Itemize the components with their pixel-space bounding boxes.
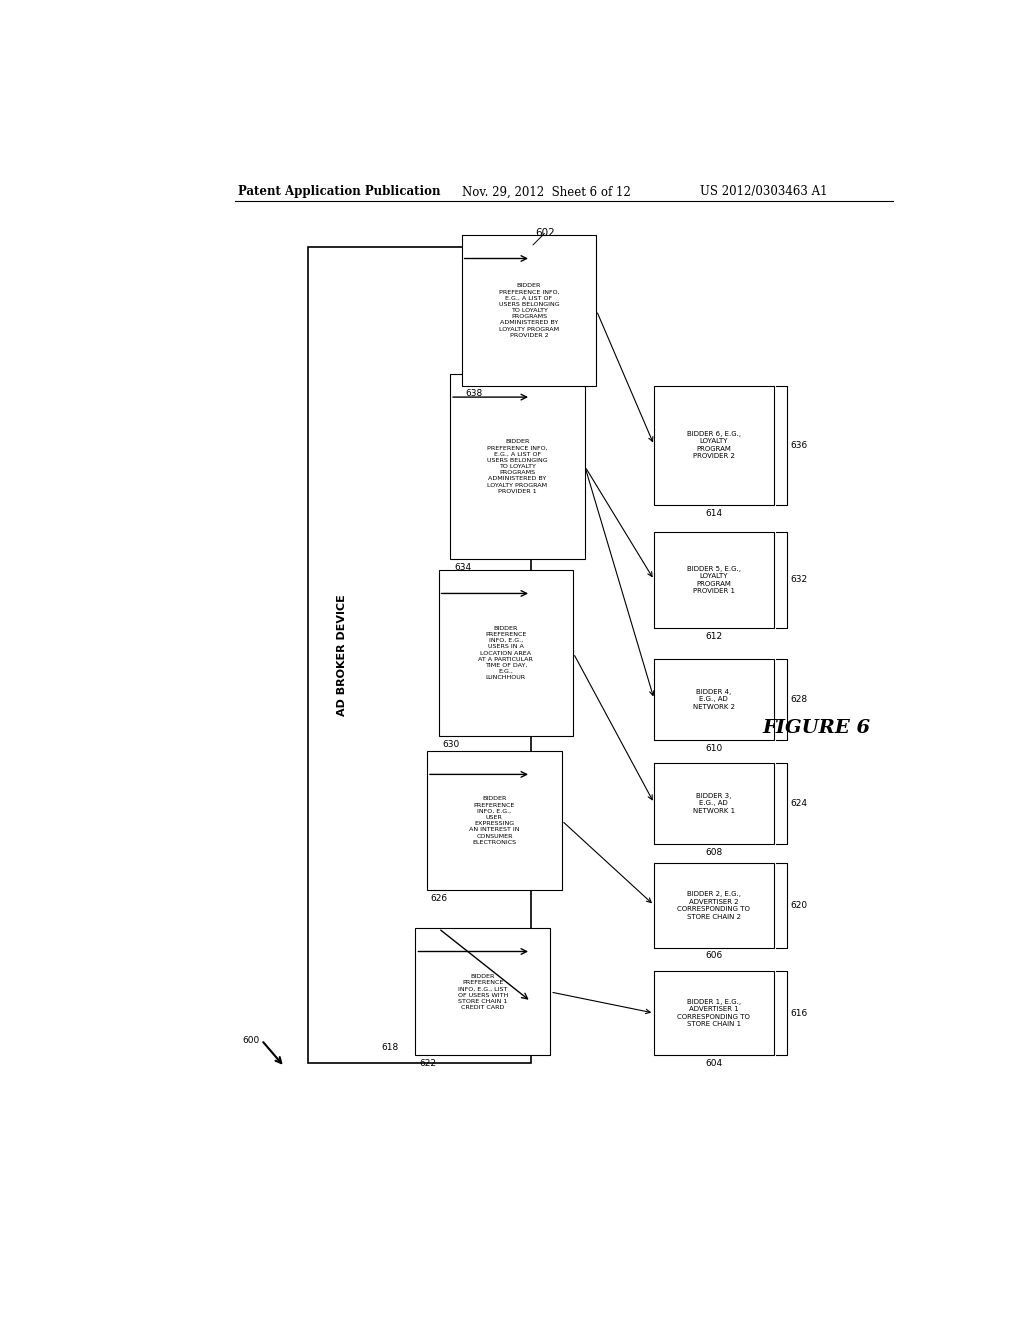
Bar — [654, 863, 773, 948]
Text: 632: 632 — [791, 576, 808, 585]
Text: 620: 620 — [791, 900, 808, 909]
Text: 636: 636 — [791, 441, 808, 450]
Text: 638: 638 — [466, 389, 482, 399]
Bar — [438, 570, 573, 737]
Bar — [462, 235, 596, 385]
Text: 628: 628 — [791, 694, 808, 704]
Text: 622: 622 — [419, 1059, 436, 1068]
Bar — [307, 247, 531, 1063]
Text: AD BROKER DEVICE: AD BROKER DEVICE — [337, 594, 347, 715]
Text: 630: 630 — [442, 739, 460, 748]
Text: Patent Application Publication: Patent Application Publication — [239, 185, 441, 198]
Bar — [654, 385, 773, 506]
Text: 634: 634 — [454, 562, 471, 572]
Text: BIDDER
PREFERENCE INFO,
E.G., A LIST OF
USERS BELONGING
TO LOYALTY
PROGRAMS
ADMI: BIDDER PREFERENCE INFO, E.G., A LIST OF … — [499, 284, 559, 338]
Text: BIDDER 5, E.G.,
LOYALTY
PROGRAM
PROVIDER 1: BIDDER 5, E.G., LOYALTY PROGRAM PROVIDER… — [687, 566, 740, 594]
Text: 618: 618 — [381, 1043, 398, 1052]
Bar — [654, 659, 773, 739]
Text: 624: 624 — [791, 799, 808, 808]
Text: BIDDER
PREFERENCE
INFO, E.G.,
USER
EXPRESSING
AN INTEREST IN
CONSUMER
ELECTRONIC: BIDDER PREFERENCE INFO, E.G., USER EXPRE… — [469, 796, 519, 845]
Text: BIDDER
PREFERENCE INFO,
E.G., A LIST OF
USERS BELONGING
TO LOYALTY
PROGRAMS
ADMI: BIDDER PREFERENCE INFO, E.G., A LIST OF … — [487, 440, 548, 494]
Text: Nov. 29, 2012  Sheet 6 of 12: Nov. 29, 2012 Sheet 6 of 12 — [462, 185, 631, 198]
Text: 614: 614 — [706, 508, 722, 517]
Text: BIDDER
PREFERENCE
INFO, E.G.,
USERS IN A
LOCATION AREA
AT A PARTICULAR
TIME OF D: BIDDER PREFERENCE INFO, E.G., USERS IN A… — [478, 626, 534, 680]
Text: BIDDER 6, E.G.,
LOYALTY
PROGRAM
PROVIDER 2: BIDDER 6, E.G., LOYALTY PROGRAM PROVIDER… — [687, 430, 741, 459]
Text: BIDDER
PREFERENCE
INFO, E.G., LIST
OF USERS WITH
STORE CHAIN 1
CREDIT CARD: BIDDER PREFERENCE INFO, E.G., LIST OF US… — [458, 974, 508, 1010]
Text: 608: 608 — [706, 847, 723, 857]
Text: FIGURE 6: FIGURE 6 — [762, 719, 870, 737]
Text: 612: 612 — [706, 632, 722, 642]
Bar — [654, 970, 773, 1056]
Bar — [451, 374, 585, 558]
Text: BIDDER 1, E.G.,
ADVERTISER 1
CORRESPONDING TO
STORE CHAIN 1: BIDDER 1, E.G., ADVERTISER 1 CORRESPONDI… — [678, 999, 751, 1027]
Text: 626: 626 — [431, 894, 447, 903]
Text: BIDDER 2, E.G.,
ADVERTISER 2
CORRESPONDING TO
STORE CHAIN 2: BIDDER 2, E.G., ADVERTISER 2 CORRESPONDI… — [678, 891, 751, 920]
Text: 602: 602 — [535, 228, 555, 238]
Text: US 2012/0303463 A1: US 2012/0303463 A1 — [700, 185, 827, 198]
Text: 604: 604 — [706, 1059, 722, 1068]
Text: 616: 616 — [791, 1008, 808, 1018]
Text: 600: 600 — [243, 1036, 259, 1045]
Bar — [416, 928, 550, 1056]
Text: BIDDER 4,
E.G., AD
NETWORK 2: BIDDER 4, E.G., AD NETWORK 2 — [693, 689, 735, 710]
Bar — [427, 751, 562, 890]
Text: BIDDER 3,
E.G., AD
NETWORK 1: BIDDER 3, E.G., AD NETWORK 1 — [693, 793, 735, 813]
Bar — [654, 763, 773, 843]
Text: 606: 606 — [706, 952, 723, 961]
Bar — [654, 532, 773, 628]
Text: 610: 610 — [706, 743, 723, 752]
